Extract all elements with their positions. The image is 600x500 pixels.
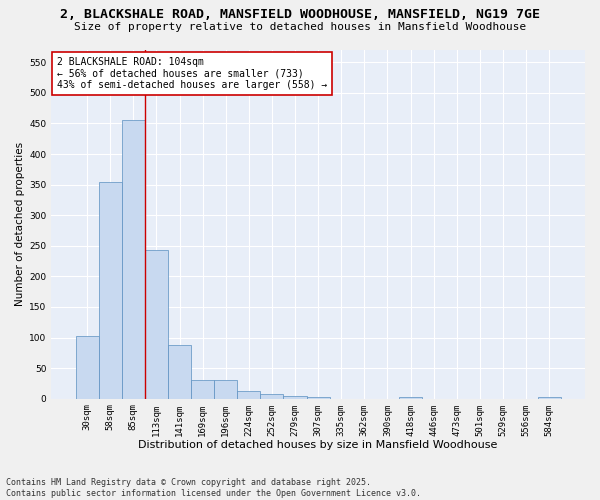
Bar <box>283 396 307 398</box>
Text: 2 BLACKSHALE ROAD: 104sqm
← 56% of detached houses are smaller (733)
43% of semi: 2 BLACKSHALE ROAD: 104sqm ← 56% of detac… <box>56 57 327 90</box>
Bar <box>145 250 168 398</box>
Bar <box>237 392 260 398</box>
Bar <box>260 394 283 398</box>
Bar <box>307 397 329 398</box>
Bar <box>399 397 422 398</box>
Y-axis label: Number of detached properties: Number of detached properties <box>15 142 25 306</box>
Text: 2, BLACKSHALE ROAD, MANSFIELD WOODHOUSE, MANSFIELD, NG19 7GE: 2, BLACKSHALE ROAD, MANSFIELD WOODHOUSE,… <box>60 8 540 20</box>
Bar <box>122 120 145 398</box>
Text: Contains HM Land Registry data © Crown copyright and database right 2025.
Contai: Contains HM Land Registry data © Crown c… <box>6 478 421 498</box>
Bar <box>98 182 122 398</box>
Text: Size of property relative to detached houses in Mansfield Woodhouse: Size of property relative to detached ho… <box>74 22 526 32</box>
Bar <box>191 380 214 398</box>
Bar <box>168 346 191 399</box>
X-axis label: Distribution of detached houses by size in Mansfield Woodhouse: Distribution of detached houses by size … <box>139 440 498 450</box>
Bar <box>214 380 237 398</box>
Bar <box>538 397 561 398</box>
Bar <box>76 336 98 398</box>
